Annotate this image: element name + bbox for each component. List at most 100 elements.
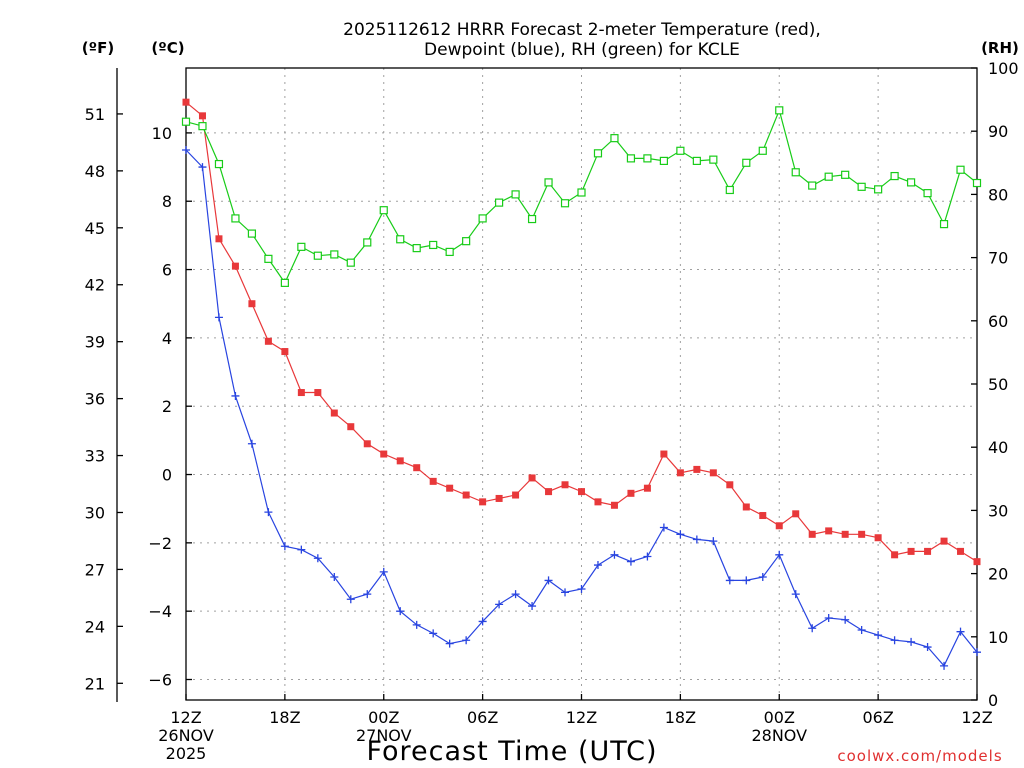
data-point — [264, 508, 273, 517]
rh-unit-label: (RH) — [981, 39, 1019, 57]
data-point — [956, 165, 965, 174]
celsius-tick-label: −6 — [148, 671, 172, 690]
celsius-tick-label: 6 — [162, 261, 172, 280]
data-point — [841, 530, 849, 538]
data-point — [247, 439, 256, 448]
data-point — [396, 457, 404, 465]
data-point — [346, 258, 355, 267]
data-series — [181, 98, 982, 670]
data-point — [528, 602, 537, 611]
data-point — [429, 477, 437, 485]
data-point — [413, 464, 421, 472]
data-point — [907, 547, 915, 555]
fahrenheit-tick-label: 27 — [85, 560, 105, 579]
chart-title-line-2: Dewpoint (blue), RH (green) for KCLE — [424, 40, 740, 60]
celsius-tick-label: 2 — [162, 397, 172, 416]
celsius-unit-label: (ºC) — [151, 39, 184, 57]
data-point — [198, 163, 207, 172]
data-point — [577, 584, 586, 593]
data-point — [775, 522, 783, 530]
rh-tick-label: 50 — [988, 375, 1008, 394]
data-point — [791, 590, 800, 599]
x-tick-label: 18Z — [665, 708, 696, 727]
chart-title-line-1: 2025112612 HRRR Forecast 2-meter Tempera… — [343, 20, 821, 40]
data-point — [544, 576, 553, 585]
data-point — [412, 620, 421, 629]
data-point — [182, 98, 190, 106]
data-point — [495, 494, 503, 502]
data-point — [412, 244, 421, 253]
data-point — [495, 198, 504, 207]
data-point — [890, 636, 899, 645]
data-point — [446, 484, 454, 492]
data-point — [808, 624, 817, 633]
data-point — [215, 235, 223, 243]
data-point — [462, 491, 470, 499]
data-point — [231, 262, 239, 270]
fahrenheit-tick-label: 30 — [85, 503, 105, 522]
data-point — [429, 240, 438, 250]
x-tick-label: 00Z — [368, 708, 399, 727]
data-point — [659, 156, 668, 166]
data-point — [264, 337, 272, 345]
data-point — [726, 481, 734, 489]
data-point — [511, 590, 520, 599]
data-point — [792, 510, 800, 518]
data-point — [544, 178, 553, 187]
data-point — [626, 557, 635, 566]
data-point — [528, 474, 536, 482]
data-point — [693, 465, 701, 473]
data-point — [972, 178, 982, 188]
x-tick-label: 00Z — [764, 708, 795, 727]
fahrenheit-tick-label: 42 — [85, 276, 105, 295]
rh-tick-label: 10 — [988, 628, 1008, 647]
data-point — [758, 146, 767, 155]
data-point — [627, 489, 635, 497]
celsius-tick-label: 0 — [162, 466, 172, 485]
fahrenheit-tick-label: 24 — [85, 617, 105, 636]
data-point — [330, 573, 339, 582]
data-point — [561, 481, 569, 489]
data-point — [313, 554, 322, 563]
data-point — [527, 214, 537, 224]
data-point — [659, 523, 668, 532]
axes — [116, 67, 978, 702]
data-point — [923, 189, 932, 198]
x-tick-label: 06Z — [467, 708, 498, 727]
data-point — [643, 484, 651, 492]
x-tick-label: 28NOV — [751, 726, 807, 745]
data-point — [808, 181, 817, 190]
data-point — [940, 537, 948, 545]
celsius-tick-label: 8 — [162, 192, 172, 211]
data-point — [610, 134, 619, 143]
rh-tick-label: 80 — [988, 185, 1008, 204]
data-point — [495, 600, 504, 609]
data-point — [874, 185, 883, 194]
data-point — [857, 625, 866, 634]
data-point — [577, 188, 586, 197]
x-tick-label: 26NOV — [158, 726, 214, 745]
fahrenheit-tick-label: 33 — [85, 447, 105, 466]
rh-tick-label: 40 — [988, 438, 1008, 457]
data-point — [313, 251, 322, 260]
fahrenheit-tick-label: 36 — [85, 390, 105, 409]
data-point — [924, 547, 932, 555]
data-point — [890, 171, 899, 181]
data-point — [479, 498, 487, 506]
data-point — [594, 498, 602, 506]
data-point — [248, 300, 256, 308]
celsius-tick-label: −2 — [148, 534, 172, 553]
data-point — [396, 607, 405, 616]
data-point — [791, 168, 800, 177]
data-point — [181, 117, 191, 126]
data-point — [676, 469, 684, 477]
rh-tick-label: 20 — [988, 565, 1008, 584]
data-point — [593, 561, 602, 570]
data-point — [379, 567, 388, 576]
x-tick-label: 18Z — [269, 708, 300, 727]
series-rh — [181, 106, 982, 287]
data-point — [742, 576, 751, 585]
series-dewpoint — [182, 145, 981, 670]
data-point — [923, 643, 932, 652]
data-point — [380, 450, 388, 458]
